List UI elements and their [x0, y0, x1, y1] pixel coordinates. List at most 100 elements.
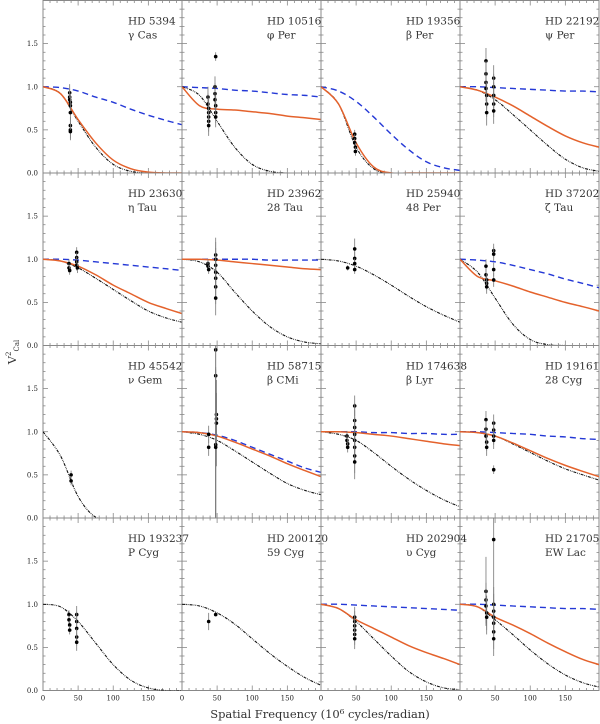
star-hd-label: HD 22192: [545, 16, 599, 28]
data-point: [206, 123, 211, 128]
y-axis-title-sup: 2: [5, 352, 13, 356]
star-name-label: φ Per: [267, 30, 296, 42]
y-tick-label: 0.5: [27, 299, 38, 307]
panel-hd-202904: 0 50 100 150 HD 202904 υ Cyg: [319, 517, 467, 703]
model-curve-orange: [460, 431, 599, 478]
panel-hd-45542: 0.0 0.5 1.0 1.5 HD 45542 ν Gem: [27, 345, 183, 523]
model-curve-blue-dashed: [460, 85, 599, 93]
data-point: [213, 296, 218, 300]
star-name-label: υ Cyg: [406, 547, 437, 559]
x-tick-label: 0: [180, 695, 184, 703]
data-point: [213, 612, 218, 617]
panel-hd-58715: HD 58715 β CMi: [181, 345, 322, 519]
data-point: [206, 445, 211, 450]
panel-hd-23630: 0.0 0.5 1.0 1.5 HD 23630 η Tau: [27, 172, 183, 350]
svg-text:V2Cal: V2Cal: [5, 339, 21, 365]
curves: [321, 86, 460, 173]
curves: [182, 86, 321, 173]
data-point: [491, 109, 496, 113]
star-hd-label: HD 10516: [267, 16, 322, 28]
y-tick-label: 1.0: [27, 83, 38, 91]
data-point: [68, 110, 73, 115]
y-tick-label: 0.0: [27, 687, 38, 695]
data-points: [352, 606, 357, 650]
curves: [43, 431, 182, 518]
star-hd-label: HD 217050: [545, 533, 600, 545]
star-hd-label: HD 5394: [128, 16, 176, 28]
model-curve-orange: [182, 86, 321, 121]
panel-hd-200120: 0 50 100 150 HD 200120 59 Cyg: [180, 517, 328, 703]
data-point: [206, 432, 211, 437]
curves: [460, 430, 599, 481]
star-hd-label: HD 191610: [545, 361, 600, 373]
data-point: [345, 445, 350, 450]
star-hd-label: HD 58715: [267, 361, 321, 373]
data-point: [213, 97, 217, 102]
model-curve-orange: [182, 431, 321, 478]
model-curve-black-dashdot: [321, 603, 460, 691]
data-points: [69, 470, 73, 486]
panel-hd-217050: 0 50 100 150 HD 217050 EW Lac: [458, 517, 600, 703]
data-points: [206, 345, 219, 518]
data-point: [206, 267, 211, 272]
model-curve-blue-dashed: [182, 431, 321, 473]
x-tick-label: 0: [458, 695, 462, 703]
data-points: [352, 129, 358, 156]
data-point: [74, 640, 79, 644]
data-point: [484, 445, 489, 450]
x-tick-label: 100: [246, 695, 259, 703]
x-tick-label: 150: [420, 695, 433, 703]
y-axis-title: V2Cal: [5, 339, 21, 365]
star-hd-label: HD 23962: [267, 188, 321, 200]
y-tick-label: 0.5: [27, 644, 38, 652]
y-tick-label: 0.0: [27, 515, 38, 523]
curves: [43, 86, 182, 173]
model-curve-orange: [321, 603, 460, 666]
model-curve-orange: [43, 258, 182, 315]
model-curve-orange: [460, 258, 599, 312]
curves: [460, 85, 599, 172]
x-tick-label: 50: [74, 695, 83, 703]
curves: [460, 258, 599, 346]
data-points: [206, 237, 218, 316]
model-curve-blue-dashed: [321, 603, 460, 611]
curves: [43, 258, 182, 323]
data-point: [484, 434, 488, 438]
star-hd-label: HD 23630: [128, 188, 182, 200]
model-curve-blue-dashed: [460, 603, 599, 611]
y-tick-label: 1.0: [27, 428, 38, 436]
data-point: [213, 54, 218, 59]
data-point: [69, 473, 73, 477]
model-curve-blue-dashed: [43, 86, 182, 126]
x-tick-label: 150: [281, 695, 294, 703]
data-point: [213, 445, 218, 450]
panel-hd-23962: HD 23962 28 Tau: [181, 172, 322, 346]
model-curve-blue-dashed: [182, 86, 321, 98]
panel-hd-25940: HD 25940 48 Per: [320, 172, 461, 346]
star-name-label: 28 Tau: [267, 202, 303, 214]
data-points: [67, 247, 80, 275]
data-point: [214, 421, 219, 425]
y-tick-label: 1.5: [27, 213, 38, 221]
curves: [321, 603, 460, 691]
data-points: [484, 47, 496, 126]
star-hd-label: HD 25940: [406, 188, 460, 200]
y-axis-title-sub: Cal: [13, 339, 21, 352]
data-points: [206, 52, 218, 136]
y-tick-label: 0.0: [27, 170, 38, 178]
data-points: [67, 605, 79, 651]
model-curve-orange: [43, 86, 182, 173]
star-hd-label: HD 19356: [406, 16, 461, 28]
x-axis-title: Spatial Frequency (10⁶ cycles/radian): [210, 707, 430, 721]
data-point: [352, 636, 357, 641]
star-name-label: ν Gem: [128, 375, 162, 387]
data-point: [491, 267, 496, 272]
star-hd-label: HD 45542: [128, 361, 182, 373]
curves: [321, 430, 460, 508]
star-name-label: 59 Cyg: [267, 547, 305, 559]
panel-hd-191610: HD 191610 28 Cyg: [459, 345, 600, 519]
panel-hd-19356: HD 19356 β Per: [320, 0, 461, 174]
panel-hd-10516: HD 10516 φ Per: [181, 0, 322, 174]
star-hd-label: HD 37202: [545, 188, 599, 200]
data-point: [352, 141, 357, 145]
